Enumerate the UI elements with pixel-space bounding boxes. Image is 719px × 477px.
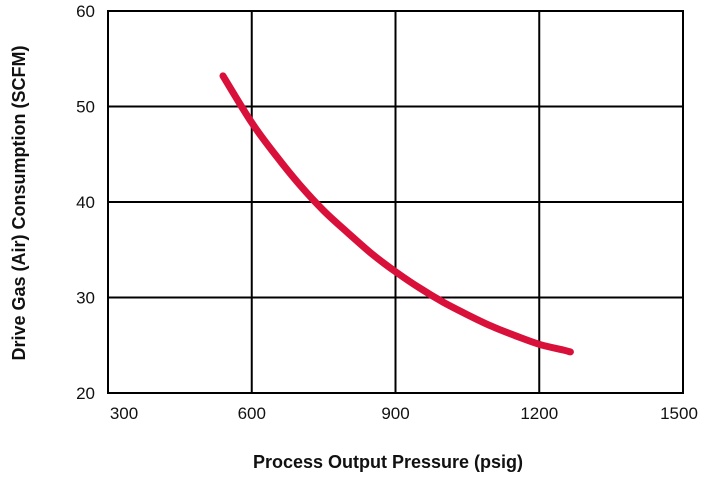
x-axis-title: Process Output Pressure (psig)	[253, 452, 523, 472]
x-tick-label: 1500	[660, 404, 698, 423]
y-tick-label: 20	[76, 384, 95, 403]
y-tick-label: 40	[76, 193, 95, 212]
x-tick-label: 300	[110, 404, 138, 423]
series-line	[219, 72, 574, 356]
x-tick-label: 1200	[520, 404, 558, 423]
y-tick-labels: 20 30 40 50 60	[76, 2, 95, 403]
grid-lines	[108, 11, 683, 393]
x-tick-label: 900	[381, 404, 409, 423]
x-tick-labels: 300 600 900 1200 1500	[110, 404, 698, 423]
plot-area-frame	[107, 10, 684, 394]
y-tick-label: 50	[76, 98, 95, 117]
series-layer	[219, 72, 574, 356]
x-tick-label: 600	[238, 404, 266, 423]
y-tick-label: 60	[76, 2, 95, 21]
y-axis-title: Drive Gas (Air) Consumption (SCFM)	[9, 45, 29, 360]
y-tick-label: 30	[76, 289, 95, 308]
